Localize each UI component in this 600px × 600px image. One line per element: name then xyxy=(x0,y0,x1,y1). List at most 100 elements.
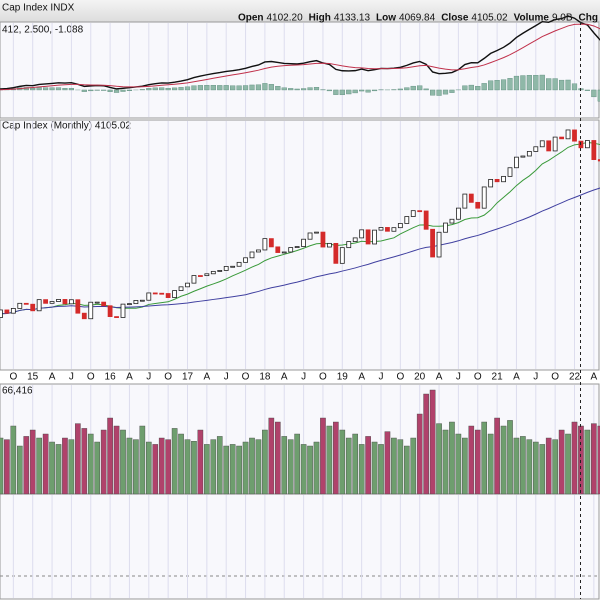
volume-bar xyxy=(371,441,378,495)
x-tick-label: A xyxy=(281,372,288,383)
volume-bar xyxy=(442,429,449,495)
macd-histogram xyxy=(242,85,249,91)
macd-histogram xyxy=(126,89,133,91)
volume-bar xyxy=(171,428,178,495)
candle xyxy=(514,156,519,169)
volume-bar xyxy=(365,436,371,495)
volume-bar xyxy=(229,444,236,495)
volume-bar xyxy=(474,429,481,495)
macd-histogram xyxy=(30,87,36,91)
macd-histogram xyxy=(436,89,442,96)
macd-histogram xyxy=(171,87,178,91)
x-tick-label: J xyxy=(224,372,229,383)
candle xyxy=(249,251,255,259)
macd-histogram xyxy=(191,85,197,91)
macd-histogram xyxy=(101,89,107,91)
volume-bar xyxy=(184,439,191,495)
x-tick-label: J xyxy=(301,372,306,383)
x-tick-label: O xyxy=(551,372,559,383)
candle xyxy=(56,299,61,302)
candle xyxy=(62,299,68,305)
candle xyxy=(359,229,365,239)
macd-histogram xyxy=(468,84,474,91)
x-tick-label: A xyxy=(591,372,598,383)
quote-value: 4069.84 xyxy=(399,13,436,24)
candle xyxy=(69,299,74,305)
macd-histogram xyxy=(346,89,352,95)
macd-histogram xyxy=(301,88,307,91)
macd-histogram xyxy=(591,89,597,98)
volume-bar xyxy=(326,425,333,495)
candle xyxy=(455,207,461,220)
candle xyxy=(443,222,448,233)
volume-bar xyxy=(10,425,17,495)
volume-bar xyxy=(507,420,513,495)
volume-bar xyxy=(223,445,230,495)
candle xyxy=(339,247,345,264)
macd-histogram xyxy=(339,89,345,96)
lower-panel xyxy=(0,493,600,600)
candle xyxy=(365,229,371,245)
volume-bar xyxy=(487,433,494,495)
candle xyxy=(417,210,423,213)
candle xyxy=(114,316,119,318)
candle xyxy=(372,229,377,245)
macd-histogram xyxy=(449,89,455,93)
x-tick-label: 21 xyxy=(492,372,504,383)
moving-average xyxy=(0,141,600,315)
candle xyxy=(378,227,384,231)
volume-bar xyxy=(49,441,55,495)
macd-histogram xyxy=(255,84,262,91)
volume-bar xyxy=(68,439,75,495)
x-tick-label: 17 xyxy=(182,372,194,383)
volume-bar xyxy=(62,437,68,495)
macd-histogram xyxy=(217,85,223,91)
candle xyxy=(423,210,429,230)
macd-histogram xyxy=(404,87,410,91)
candle xyxy=(139,299,145,302)
x-tick-label: 20 xyxy=(414,372,426,383)
macd-histogram xyxy=(146,88,152,91)
macd-histogram xyxy=(120,89,126,92)
volume-bar xyxy=(0,437,4,495)
volume-bar xyxy=(307,445,313,495)
volume-bar xyxy=(126,437,133,495)
volume-bar xyxy=(397,439,404,495)
quote-value: 4133.13 xyxy=(334,13,371,24)
macd-label: 412, 2.500, -1.088 xyxy=(2,25,84,36)
candle xyxy=(546,140,552,152)
macd-histogram xyxy=(520,75,526,91)
macd-histogram xyxy=(62,88,68,91)
volume-bar xyxy=(313,441,320,495)
volume-bar xyxy=(75,423,81,495)
macd-histogram xyxy=(139,89,145,91)
macd-histogram xyxy=(533,75,539,91)
volume-bar xyxy=(526,439,533,495)
candle xyxy=(172,290,178,298)
volume-bar xyxy=(384,431,391,495)
macd-histogram xyxy=(513,75,520,91)
quote-value: 4105.02 xyxy=(471,13,508,24)
x-tick-label: O xyxy=(164,372,172,383)
candle xyxy=(127,303,132,306)
macd-line xyxy=(0,15,600,90)
macd-histogram xyxy=(423,88,429,91)
candle xyxy=(552,136,558,152)
candle xyxy=(449,218,455,224)
volume-bar xyxy=(345,437,352,495)
x-tick-label: A xyxy=(126,372,133,383)
macd-histogram xyxy=(197,85,204,91)
candle xyxy=(533,146,539,152)
volume-bar xyxy=(565,433,571,495)
volume-bar xyxy=(36,437,42,495)
volume-bar xyxy=(133,439,139,495)
candle xyxy=(288,247,294,253)
candle xyxy=(410,210,416,217)
macd-histogram xyxy=(55,87,62,91)
macd-histogram xyxy=(313,87,320,91)
volume-bar xyxy=(584,429,591,495)
quote-label: Volume xyxy=(514,13,550,24)
macd-histogram xyxy=(159,87,165,91)
volume-bar xyxy=(404,445,410,495)
candle xyxy=(75,299,81,314)
